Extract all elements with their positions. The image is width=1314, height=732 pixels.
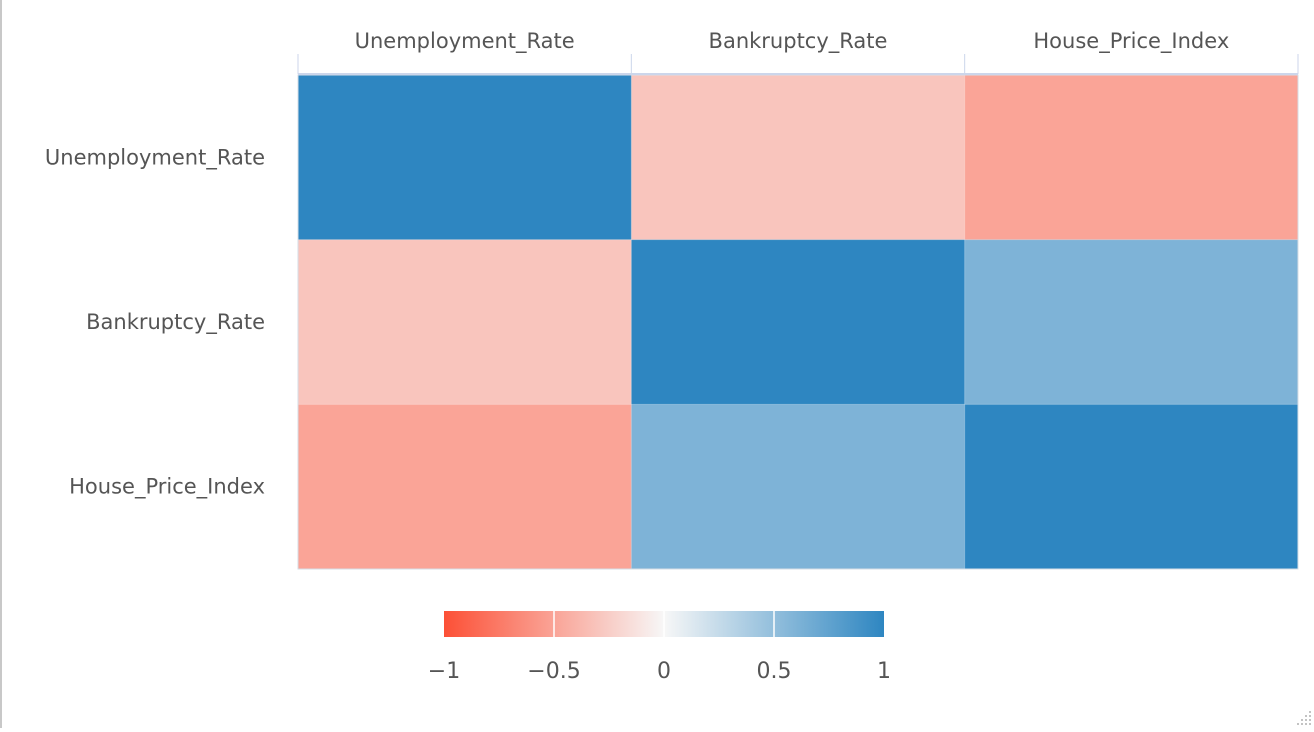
heatmap-cell[interactable] xyxy=(298,75,632,241)
colorbar-tick-label: −0.5 xyxy=(527,659,580,684)
x-tick-label: Bankruptcy_Rate xyxy=(709,29,888,54)
heatmap-cell[interactable] xyxy=(631,239,966,405)
x-tick-label: House_Price_Index xyxy=(1033,29,1229,54)
heatmap-cell[interactable] xyxy=(631,75,966,241)
x-tick-label: Unemployment_Rate xyxy=(355,29,575,54)
heatmap-cell[interactable] xyxy=(964,404,1299,570)
colorbar: −1 −0.5 0 0.5 1 xyxy=(428,611,891,684)
y-axis: Unemployment_Rate Bankruptcy_Rate House_Pr… xyxy=(45,145,265,499)
y-tick-label: House_Price_Index xyxy=(69,475,265,500)
heatmap-cell[interactable] xyxy=(631,404,966,570)
colorbar-tick-label: 0 xyxy=(657,659,671,684)
colorbar-tick-label: 0.5 xyxy=(757,659,792,684)
heatmap-cells xyxy=(297,74,1299,570)
heatmap-cell[interactable] xyxy=(964,75,1299,241)
colorbar-tick-label: −1 xyxy=(428,659,460,684)
resize-grip-icon[interactable] xyxy=(1292,706,1312,726)
colorbar-tick-label: 1 xyxy=(877,659,891,684)
left-border xyxy=(0,0,2,728)
x-axis: Unemployment_Rate Bankruptcy_Rate House_Pr… xyxy=(297,29,1299,75)
y-tick-label: Bankruptcy_Rate xyxy=(86,310,265,335)
heatmap-cell[interactable] xyxy=(964,239,1299,405)
y-tick-label: Unemployment_Rate xyxy=(45,145,265,170)
heatmap-cell[interactable] xyxy=(298,404,632,570)
heatmap-cell[interactable] xyxy=(298,239,632,405)
